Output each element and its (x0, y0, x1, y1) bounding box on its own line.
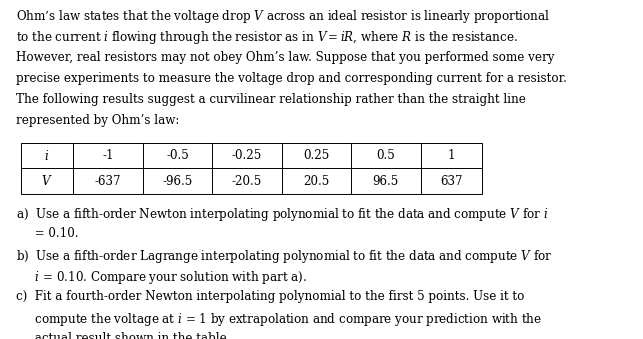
Text: a)  Use a fifth-order Newton interpolating polynomial to fit the data and comput: a) Use a fifth-order Newton interpolatin… (16, 206, 548, 223)
Text: 96.5: 96.5 (373, 175, 399, 188)
Text: actual result shown in the table.: actual result shown in the table. (16, 332, 231, 339)
Text: 20.5: 20.5 (303, 175, 329, 188)
Text: b)  Use a fifth-order Lagrange interpolating polynomial to fit the data and comp: b) Use a fifth-order Lagrange interpolat… (16, 248, 552, 265)
Text: represented by Ohm’s law:: represented by Ohm’s law: (16, 114, 179, 126)
Text: -1: -1 (102, 149, 114, 162)
Text: -20.5: -20.5 (231, 175, 262, 188)
Text: 1: 1 (448, 149, 455, 162)
Text: $i$ = 0.10. Compare your solution with part a).: $i$ = 0.10. Compare your solution with p… (16, 269, 307, 286)
Text: 0.5: 0.5 (376, 149, 395, 162)
Text: The following results suggest a curvilinear relationship rather than the straigh: The following results suggest a curvilin… (16, 93, 526, 105)
Text: precise experiments to measure the voltage drop and corresponding current for a : precise experiments to measure the volta… (16, 72, 567, 84)
Text: 637: 637 (440, 175, 462, 188)
Text: 0.25: 0.25 (303, 149, 329, 162)
Text: $i$: $i$ (44, 149, 50, 163)
Text: -637: -637 (95, 175, 122, 188)
Text: -0.5: -0.5 (166, 149, 189, 162)
Text: -0.25: -0.25 (231, 149, 262, 162)
Text: However, real resistors may not obey Ohm’s law. Suppose that you performed some : However, real resistors may not obey Ohm… (16, 51, 554, 63)
Text: to the current $i$ flowing through the resistor as in $V = iR$, where $R$ is the: to the current $i$ flowing through the r… (16, 29, 518, 46)
Text: -96.5: -96.5 (162, 175, 193, 188)
Bar (21, 143, 482, 194)
Text: = 0.10.: = 0.10. (16, 227, 78, 240)
Text: compute the voltage at $i$ = 1 by extrapolation and compare your prediction with: compute the voltage at $i$ = 1 by extrap… (16, 311, 542, 328)
Text: c)  Fit a fourth-order Newton interpolating polynomial to the first 5 points. Us: c) Fit a fourth-order Newton interpolati… (16, 290, 525, 303)
Text: Ohm’s law states that the voltage drop $V$ across an ideal resistor is linearly : Ohm’s law states that the voltage drop $… (16, 8, 550, 25)
Text: $V$: $V$ (41, 174, 53, 188)
